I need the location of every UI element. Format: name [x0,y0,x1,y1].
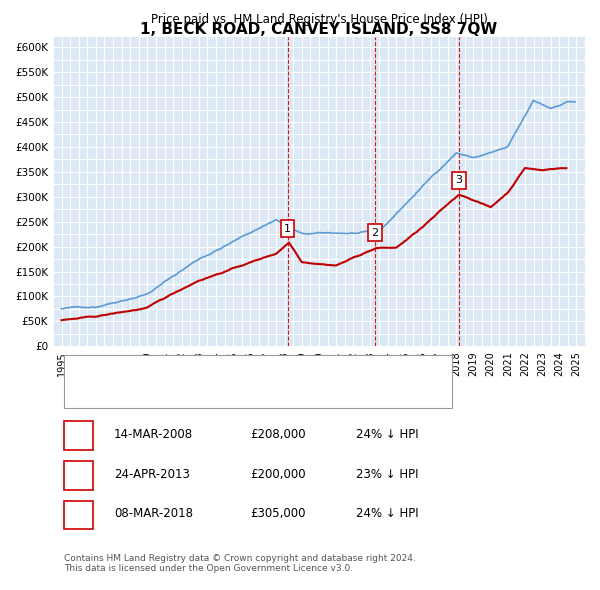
Text: 2: 2 [371,228,379,238]
FancyBboxPatch shape [64,461,93,490]
Text: Price paid vs. HM Land Registry's House Price Index (HPI): Price paid vs. HM Land Registry's House … [151,14,487,27]
Text: 3: 3 [455,175,463,185]
Text: 1: 1 [284,224,291,234]
Text: HPI: Average price, detached house, Castle Point: HPI: Average price, detached house, Cast… [114,389,369,399]
Text: 24% ↓ HPI: 24% ↓ HPI [356,428,419,441]
Text: 1, BECK ROAD, CANVEY ISLAND, SS8 7QW (detached house): 1, BECK ROAD, CANVEY ISLAND, SS8 7QW (de… [114,365,429,375]
Text: 24% ↓ HPI: 24% ↓ HPI [356,507,419,520]
Text: 24-APR-2013: 24-APR-2013 [114,468,190,481]
FancyBboxPatch shape [64,355,452,408]
Text: 2: 2 [74,468,82,481]
Text: 1: 1 [74,428,82,441]
Text: 14-MAR-2008: 14-MAR-2008 [114,428,193,441]
Text: £208,000: £208,000 [250,428,305,441]
Text: Contains HM Land Registry data © Crown copyright and database right 2024.
This d: Contains HM Land Registry data © Crown c… [64,554,415,573]
Text: 08-MAR-2018: 08-MAR-2018 [114,507,193,520]
Text: £305,000: £305,000 [250,507,305,520]
Text: £200,000: £200,000 [250,468,305,481]
FancyBboxPatch shape [64,421,93,450]
FancyBboxPatch shape [64,501,93,529]
Title: 1, BECK ROAD, CANVEY ISLAND, SS8 7QW: 1, BECK ROAD, CANVEY ISLAND, SS8 7QW [140,22,497,37]
Text: 3: 3 [74,507,82,520]
Text: 23% ↓ HPI: 23% ↓ HPI [356,468,419,481]
